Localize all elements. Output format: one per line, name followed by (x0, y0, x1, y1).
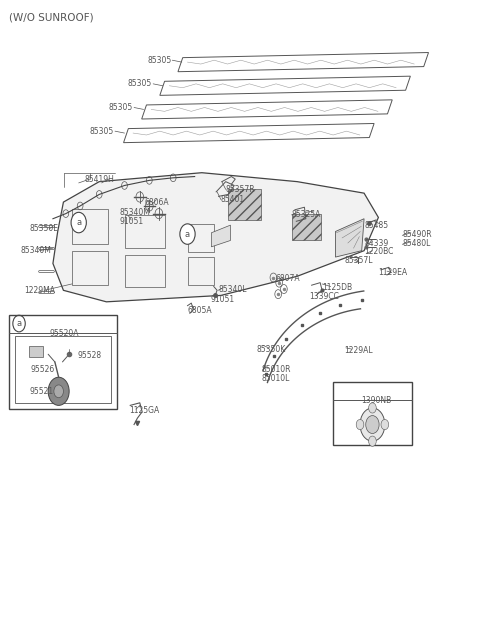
Text: 95528: 95528 (78, 351, 102, 360)
Text: 1125GA: 1125GA (129, 406, 159, 415)
Text: a: a (185, 230, 190, 239)
Circle shape (71, 213, 86, 233)
Text: a: a (16, 319, 22, 328)
Circle shape (356, 419, 364, 429)
Circle shape (381, 419, 389, 429)
Text: 95526: 95526 (30, 365, 54, 374)
Text: 85401: 85401 (221, 195, 245, 204)
Polygon shape (160, 76, 410, 96)
Text: 85010L: 85010L (262, 374, 290, 383)
Text: a: a (76, 218, 81, 227)
Text: 91051: 91051 (210, 295, 235, 304)
Text: (W/O SUNROOF): (W/O SUNROOF) (9, 12, 93, 22)
Polygon shape (336, 219, 364, 257)
Text: 1220BC: 1220BC (364, 247, 394, 256)
Text: 85305: 85305 (109, 103, 133, 112)
Text: 1339CC: 1339CC (309, 292, 338, 301)
Text: 85305: 85305 (90, 126, 114, 135)
Text: 1390NB: 1390NB (361, 395, 392, 404)
Text: 85350E: 85350E (29, 225, 58, 234)
Text: 85010R: 85010R (262, 365, 291, 374)
Text: 85340L: 85340L (218, 284, 247, 293)
Text: 84339: 84339 (364, 239, 388, 248)
Text: 85340M: 85340M (120, 208, 151, 217)
Circle shape (366, 415, 379, 433)
Polygon shape (211, 225, 230, 247)
Bar (188, 224, 214, 252)
Text: 91051: 91051 (120, 217, 144, 226)
Polygon shape (53, 173, 378, 302)
Polygon shape (142, 100, 392, 119)
Text: 85357L: 85357L (345, 256, 373, 265)
Circle shape (54, 385, 63, 397)
Text: 85305: 85305 (128, 80, 152, 89)
Text: 85480L: 85480L (402, 239, 431, 248)
Text: 85357R: 85357R (226, 185, 255, 194)
Polygon shape (178, 53, 429, 72)
Bar (188, 257, 214, 285)
Bar (15, 336, 111, 403)
Text: 85485: 85485 (364, 221, 388, 230)
Text: 6807A: 6807A (276, 274, 300, 283)
Text: 1229AL: 1229AL (344, 346, 372, 355)
Text: 85350K: 85350K (256, 345, 286, 354)
Circle shape (369, 436, 376, 446)
Polygon shape (123, 123, 374, 143)
Bar (9, 315, 117, 409)
Circle shape (360, 408, 385, 441)
Bar (72, 209, 108, 245)
Text: 95521: 95521 (29, 387, 53, 396)
Bar (72, 250, 108, 285)
Bar (292, 214, 321, 241)
Circle shape (369, 403, 376, 413)
Text: 6806A: 6806A (144, 198, 169, 207)
Text: 6805A: 6805A (188, 306, 212, 315)
Bar (333, 383, 412, 445)
Text: 1229MA: 1229MA (24, 286, 55, 295)
Text: 95520A: 95520A (49, 329, 79, 338)
Text: 1129EA: 1129EA (378, 268, 408, 277)
Text: 85325A: 85325A (291, 211, 321, 220)
Bar (125, 215, 165, 248)
Circle shape (180, 224, 195, 245)
Bar (228, 189, 261, 220)
Bar (125, 254, 165, 287)
Text: 85305: 85305 (147, 56, 171, 65)
Circle shape (48, 377, 69, 405)
Text: 85419H: 85419H (85, 175, 115, 184)
Text: 1125DB: 1125DB (322, 283, 352, 292)
Bar (29, 346, 43, 358)
Text: 85340M: 85340M (21, 246, 51, 255)
Text: 85490R: 85490R (402, 230, 432, 239)
